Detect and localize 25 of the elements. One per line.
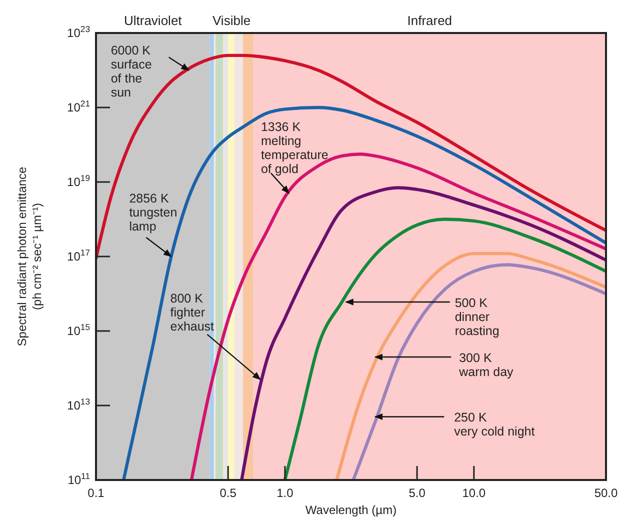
annotation: 1336 K melting temperature of gold <box>260 120 328 176</box>
y-axis-title: Spectral radiant photon emittance (ph cm⁻² sec⁻¹ µm⁻¹) <box>15 166 44 346</box>
x-axis-title: Wavelength (µm) <box>305 503 397 517</box>
band-label: Ultraviolet <box>124 13 182 28</box>
y-tick-label: 10$^{15}$ <box>67 322 90 338</box>
x-tick-label: 5.0 <box>408 486 426 500</box>
annotation: 250 K very cold night <box>454 410 536 439</box>
y-tick-label: 10$^{21}$ <box>67 98 90 114</box>
x-tick-label: 1.0 <box>276 486 294 500</box>
y-tick-label: 10$^{11}$ <box>68 471 90 487</box>
annotation: 800 K fighter exhaust <box>170 291 215 334</box>
y-tick-label: 10$^{13}$ <box>67 396 90 412</box>
annotation: 2856 K tungsten lamp <box>129 192 178 234</box>
x-tick-label: 0.1 <box>88 486 105 500</box>
y-tick-label: 10$^{19}$ <box>67 173 90 189</box>
y-tick-label: 10$^{17}$ <box>67 248 90 264</box>
y-tick-label: 10$^{23}$ <box>67 24 90 40</box>
band-label: Visible <box>212 13 251 28</box>
annotation: 300 K warm day <box>458 351 514 380</box>
x-tick-label: 50.0 <box>594 486 618 500</box>
x-tick-label: 0.5 <box>220 486 237 500</box>
band-label: Infrared <box>407 13 452 28</box>
annotation: 500 K dinner roasting <box>454 296 500 338</box>
annotation: 6000 K surface of the sun <box>110 43 152 100</box>
x-tick-label: 10.0 <box>462 486 486 500</box>
